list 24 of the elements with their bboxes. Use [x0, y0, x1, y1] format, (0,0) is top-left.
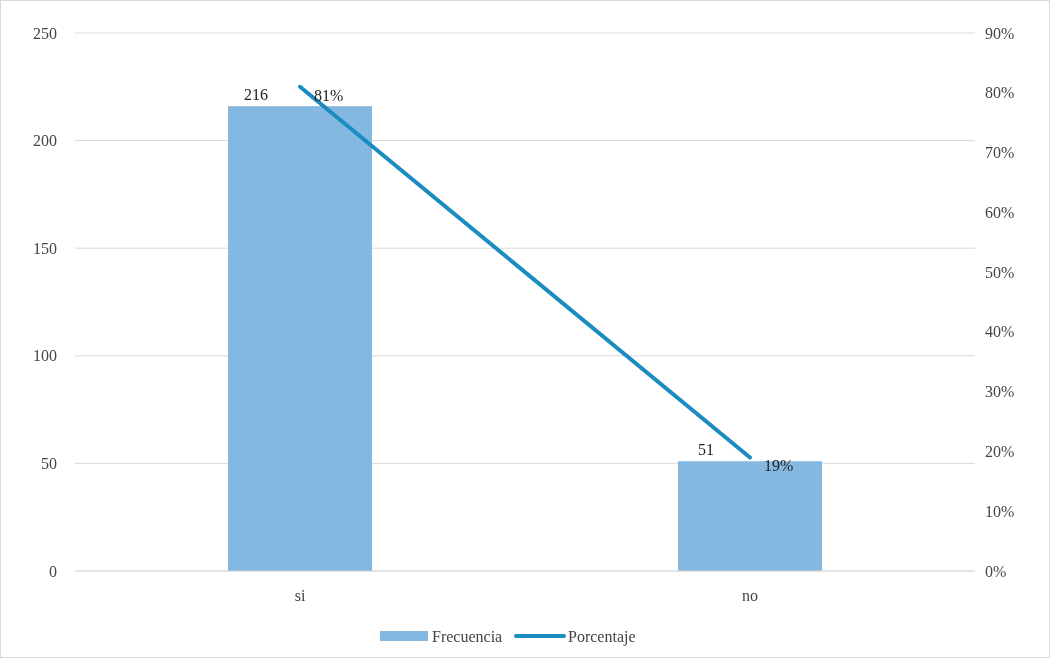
legend-label: Porcentaje [568, 627, 636, 646]
y2-tick-label: 80% [985, 84, 1015, 102]
legend-label: Frecuencia [432, 627, 503, 645]
data-label: 81% [314, 86, 344, 104]
y-tick-label: 0 [49, 562, 57, 580]
x-tick-label: si [294, 587, 306, 604]
y2-tick-label: 30% [985, 383, 1015, 401]
data-label: 216 [244, 86, 268, 104]
data-label: 19% [764, 457, 794, 475]
y-tick-label: 200 [33, 132, 57, 150]
y-tick-label: 250 [33, 24, 57, 42]
y-tick-label: 100 [33, 347, 57, 365]
y2-tick-label: 50% [985, 263, 1015, 281]
y2-tick-label: 20% [985, 443, 1015, 461]
y-tick-label: 150 [33, 239, 57, 257]
x-tick-label: no [742, 587, 758, 604]
y2-tick-label: 70% [985, 144, 1015, 162]
y-tick-label: 50 [41, 455, 57, 472]
y2-tick-label: 60% [985, 203, 1015, 221]
data-label: 51 [698, 441, 714, 459]
y2-tick-label: 90% [985, 24, 1015, 42]
y2-tick-label: 0% [985, 562, 1007, 580]
y2-tick-label: 10% [985, 502, 1015, 520]
y2-tick-label: 40% [985, 323, 1015, 341]
